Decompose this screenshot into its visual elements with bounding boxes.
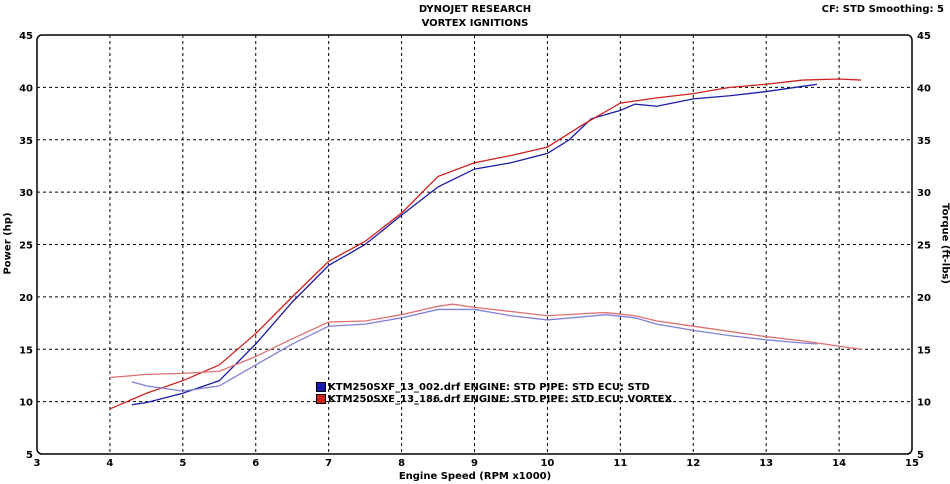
x-tick-label: 6 xyxy=(252,458,259,469)
x-tick-label: 3 xyxy=(34,458,41,469)
y2-tick-label: 10 xyxy=(917,398,931,409)
y-tick-label: 30 xyxy=(19,188,33,199)
y2-tick-label: 25 xyxy=(917,241,931,252)
y2-tick-label: 5 xyxy=(917,450,924,461)
legend-swatch-red xyxy=(316,394,326,404)
y2-tick-label: 30 xyxy=(917,188,931,199)
chart-title: DYNOJET RESEARCH xyxy=(418,4,532,15)
x-tick-label: 11 xyxy=(613,458,627,469)
series-line-torque-std xyxy=(131,308,818,392)
chart-subtitle: VORTEX IGNITIONS xyxy=(421,18,529,29)
y2-tick-label: 40 xyxy=(917,83,931,94)
x-tick-label: 10 xyxy=(540,458,554,469)
y-tick-label: 20 xyxy=(19,293,33,304)
y-tick-label: 45 xyxy=(19,31,33,42)
series-line-power-vortex xyxy=(109,78,861,410)
legend: KTM250SXF_13_002.drf ENGINE: STD PIPE: S… xyxy=(316,381,672,405)
x-tick-label: 14 xyxy=(832,458,846,469)
y2-tick-label: 45 xyxy=(917,31,931,42)
y2-tick-label: 15 xyxy=(917,345,931,356)
y-tick-label: 35 xyxy=(19,136,33,147)
series-line-torque-vortex xyxy=(109,303,862,379)
y-tick-label: 25 xyxy=(19,241,33,252)
y-tick-label: 5 xyxy=(26,450,33,461)
x-tick-label: 12 xyxy=(686,458,700,469)
y2-tick-label: 20 xyxy=(917,293,931,304)
x-tick-label: 9 xyxy=(471,458,478,469)
corner-note: CF: STD Smoothing: 5 xyxy=(821,4,944,15)
legend-swatch-blue xyxy=(316,382,326,392)
x-tick-label: 4 xyxy=(106,458,113,469)
x-tick-label: 8 xyxy=(398,458,405,469)
x-axis-label: Engine Speed (RPM x1000) xyxy=(398,471,552,482)
series-line-power-std xyxy=(131,83,818,406)
x-tick-label: 15 xyxy=(905,458,919,469)
plot-frame xyxy=(36,34,913,455)
legend-label: KTM250SXF_13_002.drf ENGINE: STD PIPE: S… xyxy=(328,381,650,393)
legend-item: KTM250SXF_13_186.drf ENGINE: STD PIPE: S… xyxy=(316,393,672,405)
x-tick-label: 7 xyxy=(325,458,332,469)
legend-label: KTM250SXF_13_186.drf ENGINE: STD PIPE: S… xyxy=(328,393,673,405)
legend-item: KTM250SXF_13_002.drf ENGINE: STD PIPE: S… xyxy=(316,381,672,393)
x-tick-label: 5 xyxy=(179,458,186,469)
y2-tick-label: 35 xyxy=(917,136,931,147)
y-tick-label: 40 xyxy=(19,83,33,94)
x-tick-label: 13 xyxy=(759,458,773,469)
y-tick-label: 15 xyxy=(19,345,33,356)
y-tick-label: 10 xyxy=(19,398,33,409)
